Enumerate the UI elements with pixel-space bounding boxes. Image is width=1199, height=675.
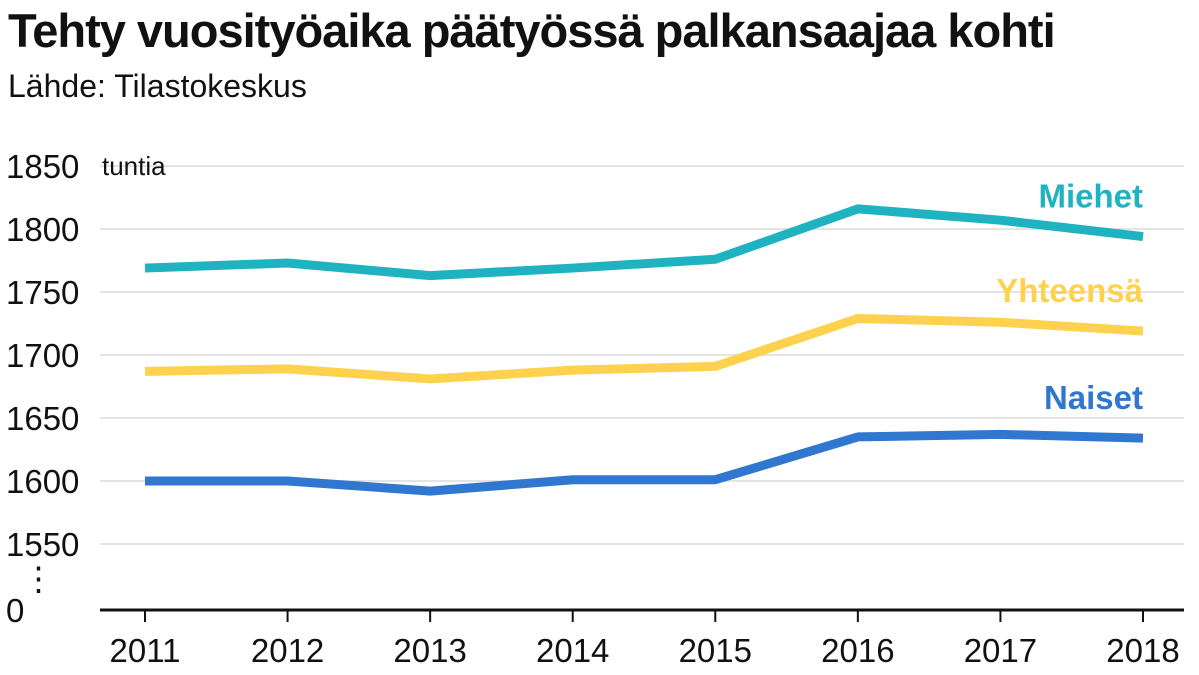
series-line-yhteensä <box>144 313 1144 384</box>
y-tick-label: 1600 <box>6 463 79 500</box>
axes: 1850 1800 1750 1700 1650 1600 1550 tuntia ⋮0 2011… <box>6 148 1184 669</box>
series-label-miehet: Miehet <box>1038 178 1143 215</box>
x-tick-label: 2016 <box>821 632 894 669</box>
x-tick-label: 2017 <box>964 632 1037 669</box>
series-line-naiset <box>145 429 1144 496</box>
series-label-naiset: Naiset <box>1044 379 1143 416</box>
chart-subtitle: Lähde: Tilastokeskus <box>8 68 307 104</box>
y-tick-label: 1650 <box>6 400 79 437</box>
y-tick-label: 1800 <box>6 211 79 248</box>
y-tick-label: 1550 <box>6 526 79 563</box>
y-tick-label: 1850 <box>6 148 79 185</box>
axis-break-icon: ⋮ <box>22 560 55 597</box>
y-unit-label: tuntia <box>102 151 166 181</box>
x-tick-label: 2012 <box>251 632 324 669</box>
series-labels: Miehet Yhteensä Naiset <box>996 178 1143 417</box>
y-tick-label: 1700 <box>6 337 79 374</box>
y-tick-label: 1750 <box>6 274 79 311</box>
x-tick-label: 2018 <box>1106 632 1179 669</box>
x-tick-label: 2013 <box>393 632 466 669</box>
series-line-miehet <box>144 204 1144 281</box>
series-lines <box>144 204 1144 496</box>
x-tick-label: 2015 <box>679 632 752 669</box>
y-baseline-label: 0 <box>6 592 24 629</box>
chart-title: Tehty vuosityöaika päätyössä palkansaaja… <box>8 4 1056 57</box>
x-tick-label: 2011 <box>110 632 181 669</box>
x-tick-label: 2014 <box>536 632 609 669</box>
series-label-yhteensä: Yhteensä <box>996 272 1143 309</box>
